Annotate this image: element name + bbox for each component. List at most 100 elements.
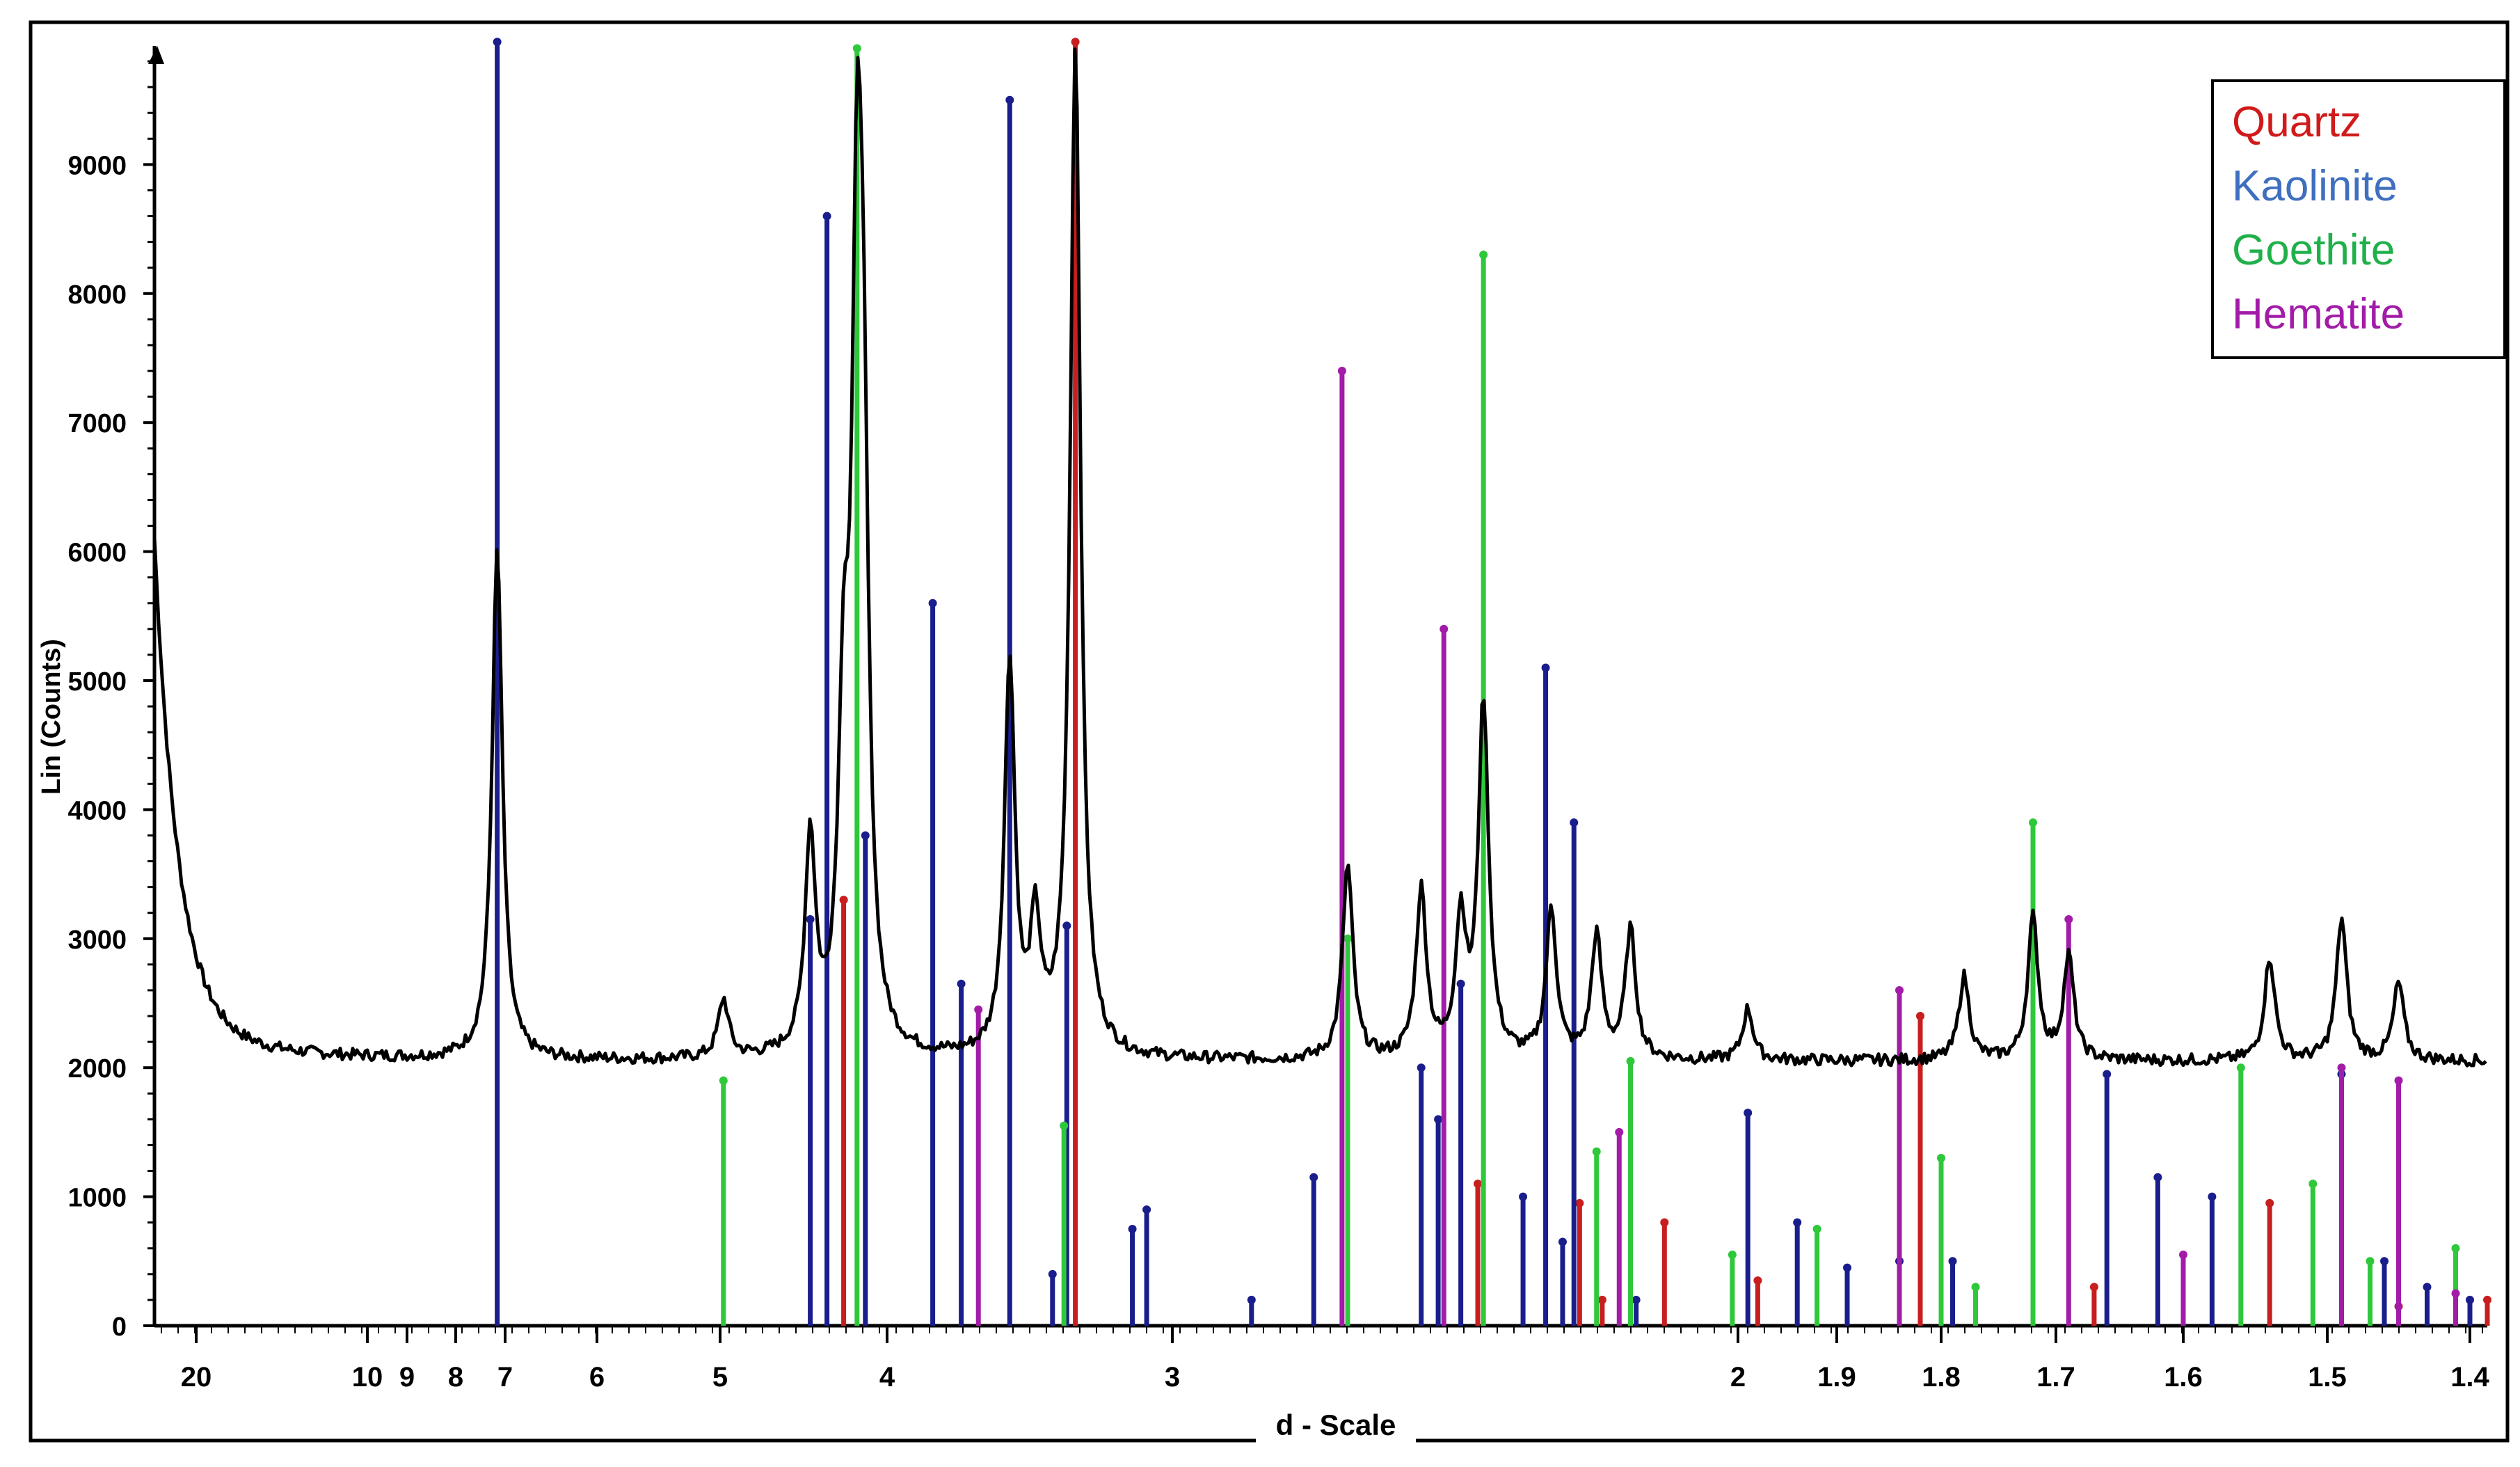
hematite-stick-marker bbox=[2394, 1076, 2403, 1085]
kaolinite-stick-marker bbox=[493, 38, 502, 47]
legend-entry-quartz: Quartz bbox=[2232, 98, 2361, 146]
kaolinite-stick-marker bbox=[1062, 921, 1071, 930]
legend: Quartz Kaolinite Goethite Hematite bbox=[2211, 79, 2506, 359]
kaolinite-stick-marker bbox=[1309, 1173, 1318, 1182]
y-tick-label: 7000 bbox=[67, 409, 127, 438]
quartz-stick-marker bbox=[1071, 38, 1080, 47]
goethite-stick-marker bbox=[1626, 1056, 1635, 1065]
x-tick-label: 1.5 bbox=[2308, 1362, 2347, 1393]
y-tick-label: 5000 bbox=[67, 667, 127, 697]
legend-box bbox=[2211, 79, 2506, 359]
hematite-stick-marker bbox=[1337, 367, 1346, 376]
y-axis-arrow-icon bbox=[148, 46, 164, 64]
quartz-stick-marker bbox=[1753, 1276, 1762, 1285]
kaolinite-stick-marker bbox=[2153, 1173, 2162, 1182]
goethite-stick-marker bbox=[1060, 1121, 1069, 1130]
x-tick-label: 7 bbox=[497, 1362, 513, 1393]
kaolinite-stick-marker bbox=[1456, 979, 1465, 988]
x-tick-label: 2 bbox=[1730, 1362, 1746, 1393]
x-tick-label: 1.7 bbox=[2036, 1362, 2075, 1393]
goethite-stick-marker bbox=[1728, 1251, 1737, 1260]
kaolinite-stick-marker bbox=[822, 212, 831, 221]
y-tick-label: 9000 bbox=[67, 151, 127, 180]
kaolinite-stick-marker bbox=[2208, 1192, 2217, 1201]
hematite-stick-marker bbox=[2179, 1251, 2187, 1260]
kaolinite-stick-marker bbox=[1570, 818, 1579, 827]
kaolinite-stick-marker bbox=[1519, 1192, 1528, 1201]
goethite-stick-marker bbox=[2236, 1063, 2245, 1072]
x-ticks: 20 10 9 8 7 6 5 4 3 2 1.9 1.8 1.7 1.6 1.5 1.4 bbox=[161, 1326, 2490, 1393]
kaolinite-stick-marker bbox=[1142, 1205, 1151, 1214]
quartz-stick-marker bbox=[1474, 1180, 1483, 1189]
hematite-stick-marker bbox=[2064, 914, 2073, 923]
goethite-stick-marker bbox=[2451, 1244, 2460, 1253]
y-axis-label: Lin (Counts) bbox=[37, 639, 66, 795]
kaolinite-stick-marker bbox=[1005, 95, 1014, 104]
legend-entry-goethite: Goethite bbox=[2232, 226, 2395, 274]
legend-entry-kaolinite: Kaolinite bbox=[2232, 162, 2398, 210]
x-tick-label: 1.9 bbox=[1817, 1362, 1856, 1393]
hematite-stick-marker bbox=[974, 1005, 983, 1014]
quartz-stick-marker bbox=[1597, 1295, 1606, 1304]
kaolinite-stick-marker bbox=[1541, 663, 1550, 672]
hematite-stick-marker bbox=[1895, 985, 1904, 994]
quartz-stick-marker bbox=[1575, 1198, 1584, 1207]
kaolinite-stick-marker bbox=[957, 979, 966, 988]
x-axis-label: d - Scale bbox=[1276, 1409, 1396, 1441]
quartz-stick-marker bbox=[2483, 1295, 2491, 1304]
kaolinite-stick-marker bbox=[1128, 1224, 1137, 1233]
outer-frame bbox=[29, 20, 2510, 1443]
x-tick-label: 1.8 bbox=[1922, 1362, 1961, 1393]
x-tick-label: 5 bbox=[712, 1362, 728, 1393]
goethite-stick-marker bbox=[852, 44, 861, 53]
goethite-stick-marker bbox=[1479, 251, 1488, 260]
kaolinite-stick-marker bbox=[1048, 1269, 1057, 1278]
quartz-stick-marker bbox=[2265, 1198, 2274, 1207]
y-tick-label: 3000 bbox=[67, 926, 127, 955]
diffraction-trace bbox=[152, 47, 2487, 1068]
kaolinite-stick-marker bbox=[861, 831, 870, 840]
quartz-stick-marker bbox=[2089, 1283, 2098, 1292]
hematite-stick-marker bbox=[2451, 1289, 2460, 1298]
x-tick-label: 10 bbox=[352, 1362, 383, 1393]
goethite-stick-marker bbox=[719, 1076, 728, 1085]
kaolinite-stick-marker bbox=[806, 914, 815, 923]
kaolinite-stick-marker bbox=[928, 598, 937, 608]
goethite-stick-marker bbox=[1971, 1283, 1980, 1292]
kaolinite-stick-marker bbox=[1744, 1109, 1753, 1118]
x-axis-label-box bbox=[1256, 1388, 1416, 1443]
x-tick-label: 4 bbox=[879, 1362, 895, 1393]
quartz-stick-marker bbox=[1660, 1218, 1669, 1227]
x-tick-label: 6 bbox=[589, 1362, 605, 1393]
kaolinite-stick-marker bbox=[1793, 1218, 1802, 1227]
x-tick-label: 8 bbox=[448, 1362, 463, 1393]
kaolinite-stick-marker bbox=[2423, 1283, 2432, 1292]
goethite-stick-marker bbox=[2366, 1257, 2375, 1266]
kaolinite-stick-marker bbox=[2103, 1070, 2112, 1079]
goethite-stick-marker bbox=[1812, 1224, 1821, 1233]
hematite-stick-marker bbox=[1615, 1127, 1624, 1136]
goethite-stick-marker bbox=[2308, 1180, 2318, 1189]
phase-sticks bbox=[493, 38, 2491, 1326]
quartz-stick-marker bbox=[1916, 1012, 1924, 1021]
kaolinite-stick-marker bbox=[1558, 1237, 1567, 1246]
kaolinite-stick-marker bbox=[1434, 1115, 1443, 1124]
quartz-stick-marker bbox=[839, 896, 848, 905]
kaolinite-stick-marker bbox=[1247, 1295, 1256, 1304]
x-tick-label: 3 bbox=[1165, 1362, 1180, 1393]
kaolinite-stick-marker bbox=[1948, 1257, 1957, 1266]
x-tick-label: 1.6 bbox=[2164, 1362, 2203, 1393]
kaolinite-stick-marker bbox=[1417, 1063, 1426, 1072]
y-tick-label: 2000 bbox=[67, 1054, 127, 1084]
hematite-stick-marker bbox=[2337, 1063, 2346, 1072]
goethite-stick-marker bbox=[1592, 1147, 1601, 1156]
kaolinite-stick-marker bbox=[1843, 1263, 1851, 1272]
hematite-stick-marker bbox=[1440, 624, 1449, 633]
y-tick-label: 4000 bbox=[67, 796, 127, 825]
x-tick-label: 20 bbox=[181, 1362, 212, 1393]
y-tick-label: 0 bbox=[112, 1313, 127, 1342]
kaolinite-stick-marker bbox=[2380, 1257, 2389, 1266]
goethite-stick-marker bbox=[1343, 934, 1353, 943]
y-ticks: 0 1000 2000 3000 4000 5000 6000 7000 8000 9000 bbox=[67, 60, 154, 1342]
